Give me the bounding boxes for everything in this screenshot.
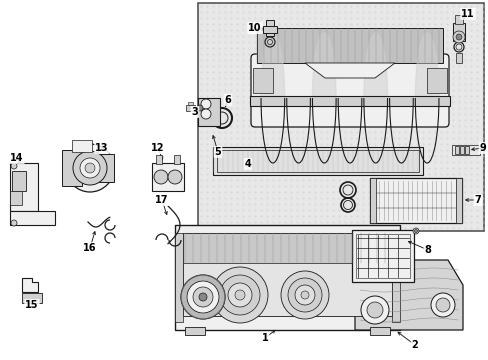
FancyBboxPatch shape: [250, 54, 448, 127]
Bar: [10, 211, 55, 225]
Circle shape: [287, 278, 321, 312]
Text: 1: 1: [261, 333, 268, 343]
Bar: [175, 233, 183, 322]
Bar: [263, 26, 276, 33]
Circle shape: [235, 290, 244, 300]
Bar: [249, 96, 449, 106]
Circle shape: [199, 293, 206, 301]
Bar: [198, 98, 220, 126]
Polygon shape: [312, 33, 335, 98]
Polygon shape: [363, 33, 387, 98]
Text: 5: 5: [214, 147, 221, 157]
Bar: [213, 147, 422, 175]
Text: 17: 17: [155, 195, 168, 205]
Bar: [152, 163, 183, 191]
Text: 8: 8: [424, 245, 430, 255]
Circle shape: [66, 144, 114, 192]
Bar: [62, 150, 82, 186]
Bar: [451, 145, 479, 155]
Circle shape: [452, 31, 464, 43]
Circle shape: [80, 158, 100, 178]
Circle shape: [11, 163, 17, 169]
Circle shape: [193, 287, 213, 307]
Bar: [99, 154, 114, 182]
Bar: [369, 178, 375, 223]
Bar: [174, 155, 180, 164]
Circle shape: [301, 291, 308, 299]
Bar: [426, 68, 446, 93]
Bar: [10, 191, 22, 205]
Circle shape: [11, 220, 17, 226]
Text: 10: 10: [248, 23, 261, 33]
Bar: [252, 68, 272, 93]
Circle shape: [267, 40, 272, 45]
Bar: [452, 23, 464, 41]
Bar: [369, 327, 389, 335]
Bar: [355, 234, 409, 278]
Circle shape: [227, 283, 251, 307]
Polygon shape: [22, 278, 38, 292]
Text: 15: 15: [25, 300, 39, 310]
Bar: [459, 146, 463, 154]
Bar: [72, 140, 92, 152]
Bar: [183, 233, 391, 263]
Text: 13: 13: [95, 143, 108, 153]
Bar: [464, 146, 468, 154]
Circle shape: [430, 293, 454, 317]
Bar: [12, 171, 26, 191]
Bar: [265, 20, 273, 36]
Bar: [257, 28, 442, 63]
Bar: [455, 53, 461, 63]
Text: 2: 2: [411, 340, 418, 350]
Bar: [185, 105, 195, 111]
Text: 6: 6: [224, 95, 231, 105]
Circle shape: [294, 285, 314, 305]
Bar: [10, 163, 38, 211]
Circle shape: [220, 275, 260, 315]
Bar: [454, 146, 458, 154]
Circle shape: [412, 228, 418, 234]
Bar: [156, 155, 162, 164]
Bar: [391, 233, 399, 322]
Circle shape: [212, 267, 267, 323]
Text: 14: 14: [10, 153, 24, 163]
Text: 16: 16: [83, 243, 97, 253]
Text: 9: 9: [479, 143, 486, 153]
Circle shape: [181, 275, 224, 319]
Text: 11: 11: [460, 9, 474, 19]
Text: 3: 3: [191, 107, 198, 117]
Bar: [183, 233, 391, 316]
Bar: [175, 225, 399, 330]
Circle shape: [154, 170, 168, 184]
Circle shape: [360, 296, 388, 324]
Circle shape: [85, 163, 95, 173]
Circle shape: [435, 298, 449, 312]
Circle shape: [197, 105, 203, 111]
Circle shape: [281, 271, 328, 319]
Circle shape: [201, 109, 210, 119]
Polygon shape: [414, 33, 438, 98]
Polygon shape: [305, 63, 394, 78]
Text: 12: 12: [151, 143, 164, 153]
Bar: [369, 178, 461, 223]
Circle shape: [168, 170, 182, 184]
Bar: [351, 230, 413, 282]
Polygon shape: [261, 33, 284, 98]
Bar: [184, 327, 204, 335]
Bar: [22, 293, 42, 303]
Bar: [187, 102, 193, 105]
Circle shape: [455, 34, 461, 40]
Bar: [217, 150, 418, 172]
Polygon shape: [354, 260, 462, 330]
Bar: [455, 178, 461, 223]
Text: 4: 4: [244, 159, 251, 169]
Circle shape: [201, 99, 210, 109]
Circle shape: [186, 281, 219, 313]
Circle shape: [73, 151, 107, 185]
Circle shape: [366, 302, 382, 318]
Circle shape: [414, 230, 417, 233]
Bar: [454, 15, 462, 24]
Text: 7: 7: [474, 195, 480, 205]
Bar: [198, 3, 483, 231]
